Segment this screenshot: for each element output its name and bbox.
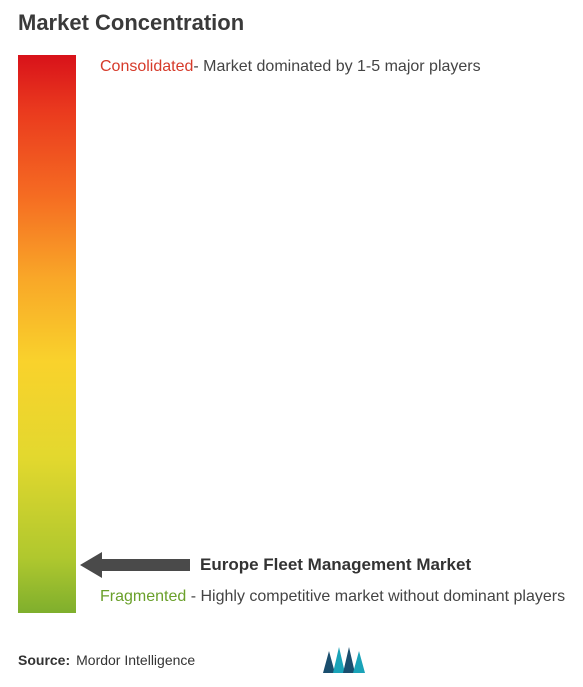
page-title: Market Concentration	[18, 10, 244, 36]
market-position-arrow-icon	[80, 552, 190, 578]
consolidated-label: Consolidated- Market dominated by 1-5 ma…	[100, 58, 481, 76]
fragmented-keyword: Fragmented	[100, 588, 186, 605]
fragmented-text: - Highly competitive market without domi…	[186, 588, 565, 605]
consolidated-text: - Market dominated by 1-5 major players	[193, 58, 480, 75]
source-key: Source:	[18, 652, 70, 668]
concentration-gradient-bar	[18, 55, 76, 613]
market-name-label: Europe Fleet Management Market	[200, 555, 471, 575]
source-row: Source: Mordor Intelligence	[18, 645, 367, 675]
mordor-logo-icon	[321, 645, 367, 675]
fragmented-label: Fragmented - Highly competitive market w…	[100, 585, 565, 608]
source-value: Mordor Intelligence	[76, 652, 195, 668]
consolidated-keyword: Consolidated	[100, 58, 193, 75]
